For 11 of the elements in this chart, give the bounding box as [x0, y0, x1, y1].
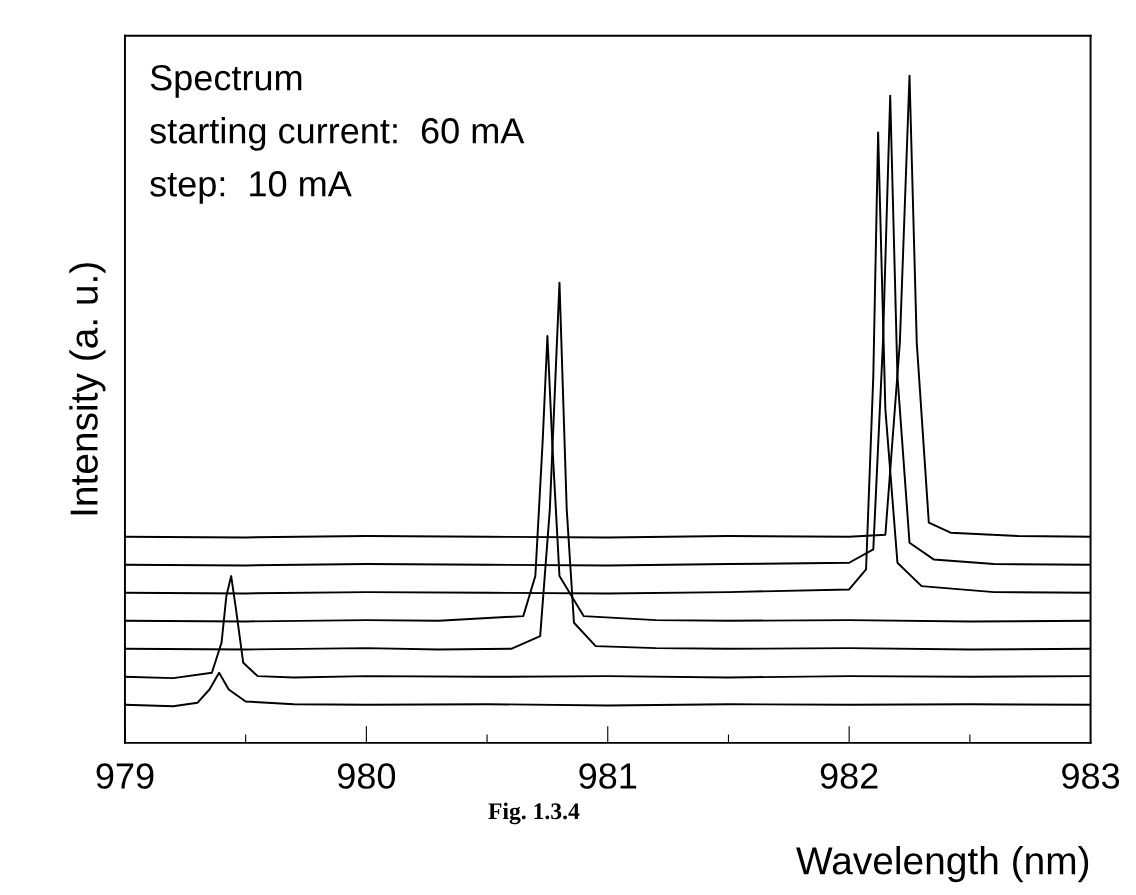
annotation: Spectrum [150, 65, 302, 98]
annotation: step: 10 mA [150, 171, 352, 204]
y-axis-title: Intensity (a. u.) [69, 263, 106, 515]
caption: Fig. 1.3.4 [488, 802, 580, 825]
x-tick-label: 980 [337, 763, 396, 789]
x-axis-title: Wavelength (nm) [796, 845, 1089, 883]
x-tick-label: 981 [579, 763, 637, 789]
x-tick-label: 983 [1062, 763, 1120, 789]
annotation: starting current: 60 mA [150, 117, 525, 151]
x-tick-label: 979 [96, 763, 154, 789]
x-tick-label: 982 [820, 763, 878, 789]
